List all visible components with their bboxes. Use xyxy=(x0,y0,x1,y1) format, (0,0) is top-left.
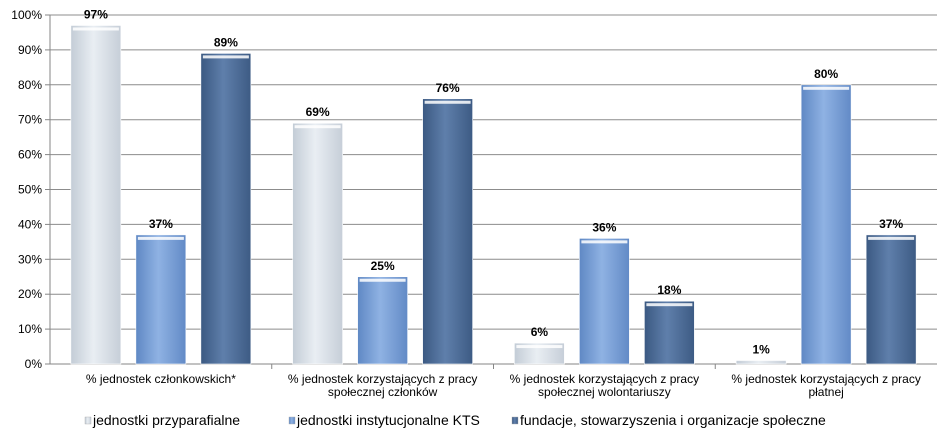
bar xyxy=(70,25,122,365)
bar-highlight xyxy=(516,345,563,349)
bar xyxy=(357,276,408,365)
bar xyxy=(800,84,852,365)
bar xyxy=(514,342,565,365)
bar-body xyxy=(735,360,787,365)
bar xyxy=(644,300,695,365)
y-tick-label: 50% xyxy=(18,183,42,197)
y-tick-label: 20% xyxy=(18,287,42,301)
category-label: % jednostek korzystających z pracy xyxy=(288,372,477,386)
category-label: % jednostek korzystających z pracy xyxy=(731,372,920,386)
category-label: % jednostek korzystających z pracy xyxy=(510,372,699,386)
bar-highlight xyxy=(803,86,850,90)
bar-highlight xyxy=(137,236,184,240)
bar-highlight xyxy=(72,27,119,31)
data-label: 37% xyxy=(149,217,173,231)
bar-highlight xyxy=(359,278,406,282)
bar-highlight xyxy=(646,303,693,307)
legend-swatch xyxy=(288,416,296,425)
data-label: 69% xyxy=(306,105,330,119)
y-tick-label: 100% xyxy=(11,8,42,22)
bar-highlight xyxy=(868,236,915,240)
category-label: płatnej xyxy=(808,385,843,399)
bar-body xyxy=(292,122,343,365)
legend-item: fundacje, stowarzyszenia i organizacje s… xyxy=(511,412,826,428)
bar-highlight xyxy=(581,240,628,244)
bar xyxy=(135,234,187,365)
bar-body xyxy=(135,234,187,365)
bar-body xyxy=(514,342,565,365)
data-label: 1% xyxy=(752,343,770,357)
bar xyxy=(292,122,343,365)
legend-swatch xyxy=(84,416,92,425)
y-tick-label: 10% xyxy=(18,322,42,336)
legend-label: fundacje, stowarzyszenia i organizacje s… xyxy=(520,412,826,428)
legend-label: jednostki przyparafialne xyxy=(92,412,240,428)
bar-body xyxy=(865,234,917,365)
legend-item: jednostki instytucjonalne KTS xyxy=(288,412,480,428)
gridlines xyxy=(50,14,937,330)
data-label: 37% xyxy=(879,217,903,231)
legend-item: jednostki przyparafialne xyxy=(84,412,240,428)
data-label: 6% xyxy=(531,325,549,339)
bar-body xyxy=(800,84,852,365)
bar-body xyxy=(357,276,408,365)
y-tick-label: 90% xyxy=(18,43,42,57)
bar-body xyxy=(70,25,122,365)
category-label: społecznej członków xyxy=(328,385,438,399)
legend-swatch xyxy=(511,416,519,425)
y-tick-label: 60% xyxy=(18,148,42,162)
data-label: 25% xyxy=(371,259,395,273)
bar-body xyxy=(644,300,695,365)
legend: jednostki przyparafialne jednostki instyt… xyxy=(84,412,826,428)
bar-body xyxy=(200,53,252,365)
y-tick-label: 0% xyxy=(25,357,43,371)
data-label: 80% xyxy=(814,67,838,81)
category-labels: % jednostek członkowskich* % jednostek ko… xyxy=(86,372,921,399)
bar xyxy=(735,360,787,365)
data-label: 36% xyxy=(592,220,616,234)
bar-body xyxy=(422,98,473,365)
axes: 0% 10% 20% 30% 40% 50% 60% 70% 80% 90% 100% xyxy=(11,8,937,371)
bar-highlight xyxy=(294,125,341,129)
y-tick-label: 70% xyxy=(18,113,42,127)
data-label: 89% xyxy=(214,35,238,49)
legend-label: jednostki instytucjonalne KTS xyxy=(296,412,480,428)
bar-body xyxy=(579,238,630,365)
bar xyxy=(200,53,252,365)
data-label: 97% xyxy=(84,7,108,21)
bar xyxy=(422,98,473,365)
data-labels: 97% 37% 89% 69% 25% 76% 6% 36% 18% 1% 80% 37% xyxy=(84,7,904,356)
category-label: społecznej wolontariuszy xyxy=(538,385,671,399)
y-tick-label: 80% xyxy=(18,78,42,92)
y-tick-label: 30% xyxy=(18,252,42,266)
bar-highlight xyxy=(202,55,249,59)
bar xyxy=(579,238,630,365)
y-tick-label: 40% xyxy=(18,217,42,231)
data-label: 76% xyxy=(436,81,460,95)
bar-highlight xyxy=(424,100,471,104)
category-label: % jednostek członkowskich* xyxy=(86,372,236,386)
data-label: 18% xyxy=(657,283,681,297)
bars xyxy=(70,25,917,365)
bar xyxy=(865,234,917,365)
